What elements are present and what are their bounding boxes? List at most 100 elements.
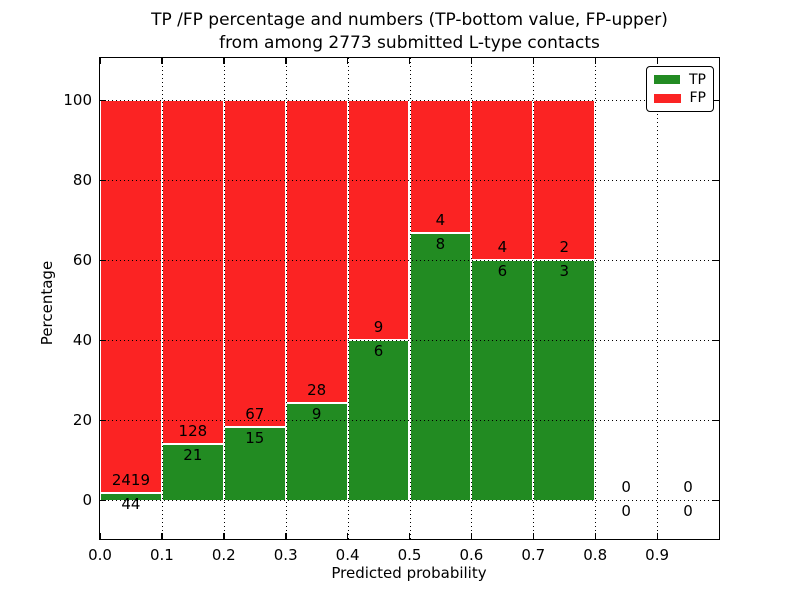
x-tick-mark-bottom (470, 533, 473, 539)
fp-count-label: 4 (435, 211, 446, 230)
x-tick-mark-top (285, 58, 287, 64)
y-tick-label: 20 (72, 411, 92, 429)
legend-item-fp: FP (654, 90, 706, 106)
x-tick-mark-bottom (223, 533, 225, 539)
y-tick-mark-right (713, 99, 719, 101)
grid-line-vertical (161, 58, 163, 539)
fp-count-label: 2 (559, 238, 570, 256)
y-tick-mark-left (100, 259, 106, 261)
x-tick-mark-bottom (409, 533, 411, 539)
y-tick-mark-left (100, 339, 106, 341)
grid-line-vertical (347, 58, 349, 539)
x-tick-label: 0.1 (149, 546, 174, 564)
tp-count-label: 8 (435, 235, 446, 254)
x-axis-label: Predicted probability (331, 564, 487, 582)
tp-count-label: 6 (373, 342, 384, 360)
fp-count-label: 67 (245, 404, 265, 423)
y-tick-label: 100 (63, 91, 92, 109)
chart-title: TP /FP percentage and numbers (TP-bottom… (100, 9, 719, 55)
x-tick-label: 0.9 (645, 546, 670, 564)
x-tick-label: 0.0 (88, 546, 112, 564)
fp-bar-segment (285, 100, 348, 403)
x-tick-label: 0.8 (583, 546, 608, 564)
fp-bar-segment (347, 100, 410, 340)
tp-count-label: 3 (559, 262, 570, 280)
x-tick-label: 0.4 (335, 546, 360, 564)
grid-line-vertical (223, 58, 225, 539)
y-tick-label: 0 (82, 491, 92, 509)
x-tick-mark-top (347, 58, 349, 64)
tp-bar-segment (161, 443, 224, 500)
y-tick-mark-right (713, 339, 719, 341)
legend-label-tp: TP (689, 71, 706, 88)
fp-bar-segment (223, 100, 286, 427)
y-tick-mark-left (100, 99, 106, 101)
x-tick-mark-bottom (161, 533, 163, 539)
x-tick-label: 0.5 (397, 546, 422, 564)
x-tick-mark-top (656, 58, 658, 64)
x-tick-mark-top (99, 58, 101, 64)
y-tick-mark-left (100, 179, 106, 181)
fp-count-label: 28 (307, 380, 327, 399)
x-tick-mark-bottom (656, 533, 658, 539)
x-tick-mark-top (470, 58, 473, 64)
fp-count-label: 2419 (111, 470, 151, 489)
y-tick-mark-right (713, 259, 719, 261)
fp-count-label: 0 (683, 478, 693, 496)
tp-count-label: 44 (121, 494, 141, 513)
chart-title-line2: from among 2773 submitted L-type contact… (219, 33, 600, 53)
grid-line-vertical (595, 58, 597, 539)
y-tick-label: 60 (72, 251, 92, 269)
x-tick-label: 0.7 (521, 546, 546, 564)
plot-area: TP FP 2419 44 128 21 67 15 28 9 9 6 4 8 4 6 2 3 0 0 0 0 (99, 57, 720, 540)
y-tick-label: 40 (72, 331, 92, 349)
tp-bar-segment (100, 492, 162, 500)
fp-count-label: 128 (178, 421, 208, 440)
x-tick-mark-top (532, 58, 535, 64)
fp-bar-segment (409, 100, 472, 234)
x-tick-mark-top (223, 58, 225, 64)
x-tick-mark-top (594, 58, 597, 64)
fp-bar-segment (161, 100, 224, 444)
fp-color-swatch (654, 93, 681, 103)
tp-bar-segment (471, 260, 534, 500)
x-tick-mark-bottom (594, 533, 597, 539)
tp-bar-segment (285, 402, 348, 500)
grid-line-vertical (285, 58, 287, 539)
x-tick-label: 0.6 (459, 546, 484, 564)
x-tick-mark-bottom (532, 533, 535, 539)
tp-color-swatch (654, 75, 680, 85)
grid-line-vertical (409, 58, 411, 539)
tp-count-label: 9 (311, 404, 322, 423)
legend-label-fp: FP (689, 90, 707, 107)
grid-line-vertical (657, 58, 659, 539)
x-tick-mark-bottom (347, 533, 349, 539)
tp-count-label: 6 (497, 262, 508, 280)
tp-count-label: 0 (683, 502, 693, 520)
chart-title-line1: TP /FP percentage and numbers (TP-bottom… (151, 10, 668, 30)
grid-line-vertical (471, 58, 473, 539)
tp-bar-segment (533, 260, 596, 500)
y-tick-mark-right (713, 499, 719, 501)
tp-bar-segment (409, 233, 472, 500)
x-tick-mark-bottom (285, 533, 287, 539)
fp-count-label: 4 (497, 238, 508, 256)
y-tick-mark-left (100, 499, 106, 501)
x-tick-label: 0.2 (211, 546, 236, 564)
y-tick-mark-right (713, 179, 719, 181)
legend-item-tp: TP (654, 72, 706, 88)
y-tick-label: 80 (72, 171, 92, 189)
tp-count-label: 21 (183, 445, 203, 464)
y-tick-mark-left (100, 419, 106, 421)
fp-count-label: 9 (373, 318, 384, 336)
tp-count-label: 15 (245, 428, 265, 447)
x-tick-mark-top (409, 58, 411, 64)
fp-count-label: 0 (621, 478, 631, 496)
x-tick-mark-bottom (99, 533, 101, 539)
legend: TP FP (646, 66, 714, 112)
fp-bar-segment (100, 100, 162, 493)
x-tick-mark-top (161, 58, 163, 64)
y-tick-mark-right (713, 419, 719, 421)
x-tick-label: 0.3 (273, 546, 298, 564)
